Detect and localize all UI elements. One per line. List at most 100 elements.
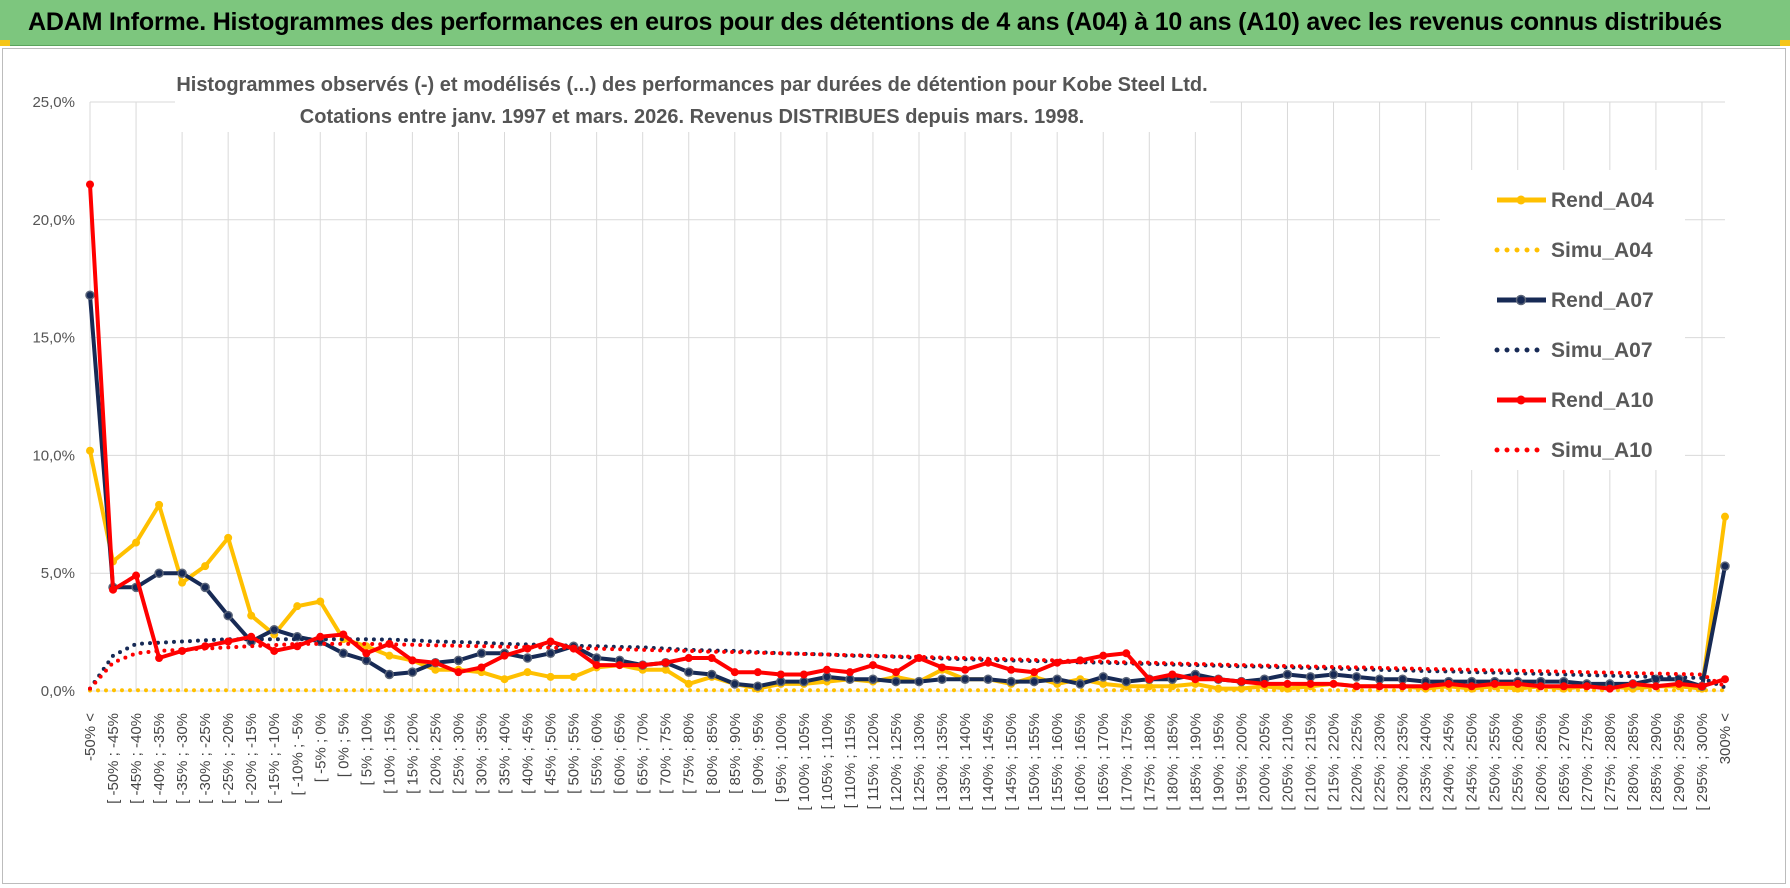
rend-a07-point: [845, 674, 855, 684]
x-tick-label: [ 190% ; 195%: [1210, 713, 1227, 811]
x-tick-label: -50% <: [82, 713, 99, 761]
rend-a07-point: [154, 568, 164, 578]
title-banner: ADAM Informe. Histogrammes des performan…: [0, 0, 1790, 46]
page-title: ADAM Informe. Histogrammes des performan…: [28, 8, 1722, 36]
rend-a04-point: [431, 665, 440, 674]
rend-a10-point: [776, 670, 785, 679]
x-tick-label: [ 115% ; 120%: [865, 713, 882, 809]
rend-a07-point: [338, 648, 349, 659]
y-tick-label: 20,0%: [32, 212, 75, 229]
x-tick-label: [ 220% ; 225%: [1349, 713, 1366, 811]
simu-a10-line: [88, 641, 1727, 691]
rend-a10-point: [109, 585, 118, 594]
rend-a07-point: [1305, 672, 1316, 682]
rend-a07-point: [1098, 672, 1108, 682]
rend-a04-point: [86, 446, 94, 455]
rend-a10-point: [615, 661, 624, 670]
rend-a04-point: [1721, 512, 1729, 521]
rend-a07-point: [753, 681, 763, 692]
x-tick-label: [ 65% ; 70%: [635, 713, 652, 794]
rend-a07-point: [85, 290, 95, 300]
x-tick-label: [ 235% ; 240%: [1418, 713, 1435, 811]
x-tick-label: [ -25% ; -20%: [220, 713, 237, 804]
x-tick-label: [ 75% ; 80%: [681, 713, 698, 794]
rend-a10-point: [339, 630, 348, 639]
rend-a10-point: [1030, 668, 1039, 677]
rend-a10-point: [753, 668, 762, 677]
rend-a10-point: [822, 665, 831, 674]
rend-a07-point: [545, 648, 556, 659]
rend-a04-point: [569, 672, 578, 681]
rend-a07-point: [1121, 676, 1132, 687]
rend-a10-point: [1329, 679, 1338, 688]
rend-a07-point: [1052, 674, 1062, 684]
rend-a07-point: [177, 568, 187, 578]
x-tick-label: [ -35% ; -30%: [174, 713, 191, 804]
y-tick-label: 15,0%: [32, 330, 75, 347]
rend-a10-point: [1145, 675, 1154, 684]
rend-a10-point: [1306, 679, 1315, 688]
rend-a07-point: [1720, 561, 1730, 571]
rend-a04-point: [224, 533, 233, 542]
rend-a04-point: [661, 665, 670, 674]
rend-a04-point: [247, 611, 256, 620]
rend-a04-point: [684, 679, 693, 688]
legend-label-rend-a10: Rend_A10: [1551, 389, 1654, 412]
x-tick-label: [ 165% ; 170%: [1095, 713, 1112, 811]
rend-a10-point: [270, 646, 279, 655]
rend-a04-point: [546, 672, 555, 681]
x-tick-label: [ 105% ; 110%: [819, 713, 836, 809]
rend-a04-point: [1145, 682, 1154, 691]
rend-a10-point: [661, 658, 670, 667]
x-tick-label: [ 70% ; 75%: [658, 713, 675, 794]
rend-a10-point: [1651, 682, 1660, 691]
x-tick-label: [ 150% ; 155%: [1026, 713, 1043, 811]
x-tick-label: [ -5% ; 0%: [312, 713, 329, 782]
rend-a10-point: [730, 668, 739, 677]
x-tick-label: [ 80% ; 85%: [704, 713, 721, 794]
rend-a10-point: [1007, 665, 1016, 674]
rend-a07-point: [683, 667, 694, 677]
rend-a04-point: [178, 578, 187, 587]
rend-a10-point: [1237, 677, 1246, 686]
rend-a10-point: [684, 654, 693, 663]
rend-a07-point: [822, 672, 832, 682]
x-tick-label: [ -40% ; -35%: [151, 713, 168, 804]
rend-a04-point: [1099, 679, 1108, 688]
rend-a07-point: [1282, 669, 1293, 680]
x-tick-label: [ 185% ; 190%: [1187, 713, 1204, 811]
x-tick-label: [ 60% ; 65%: [612, 713, 629, 794]
x-tick-label: [ 265% ; 270%: [1556, 713, 1573, 811]
rend-a10-point: [408, 656, 417, 665]
x-tick-label: [ 295% ; 300%: [1694, 713, 1711, 811]
simu-a07-line: [88, 637, 1727, 691]
rend-a10-point: [546, 637, 555, 646]
x-tick-label: [ 140% ; 145%: [980, 713, 997, 811]
rend-a10-point: [1536, 682, 1545, 691]
rend-a04-point: [385, 651, 394, 660]
x-tick-label: [ 255% ; 260%: [1510, 713, 1527, 811]
x-tick-label: [ -15% ; -10%: [266, 713, 283, 804]
rend-a10-point: [707, 654, 716, 663]
rend-a07-point: [1328, 669, 1339, 680]
subtitle-background: [175, 62, 1210, 132]
rend-a10-point: [1444, 679, 1453, 688]
rend-a07-point: [453, 655, 464, 666]
rend-a10-point: [845, 668, 854, 677]
rend-a10-point: [477, 663, 486, 672]
rend-a07-point: [200, 582, 210, 593]
rend-a07-point: [960, 674, 970, 684]
x-tick-label: [ 270% ; 275%: [1579, 713, 1596, 811]
series: [85, 180, 1730, 693]
rend-a04-point: [201, 562, 210, 571]
chart-subtitle-line2: Cotations entre janv. 1997 et mars. 2026…: [300, 106, 1084, 128]
x-tick-label: [ 20% ; 25%: [427, 713, 444, 794]
x-tick-label: [ 90% ; 95%: [750, 713, 767, 794]
rend-a07-point: [914, 676, 924, 687]
rend-a07-point: [269, 624, 279, 635]
y-tick-label: 0,0%: [41, 683, 75, 700]
x-tick-label: [ 5% ; 10%: [358, 713, 375, 786]
legend: Rend_A04 Simu_A04 Rend_A07 Simu_A07 Rend_A10…: [1494, 189, 1654, 462]
rend-a10-point: [1421, 682, 1430, 691]
rend-a04-point: [293, 602, 302, 611]
